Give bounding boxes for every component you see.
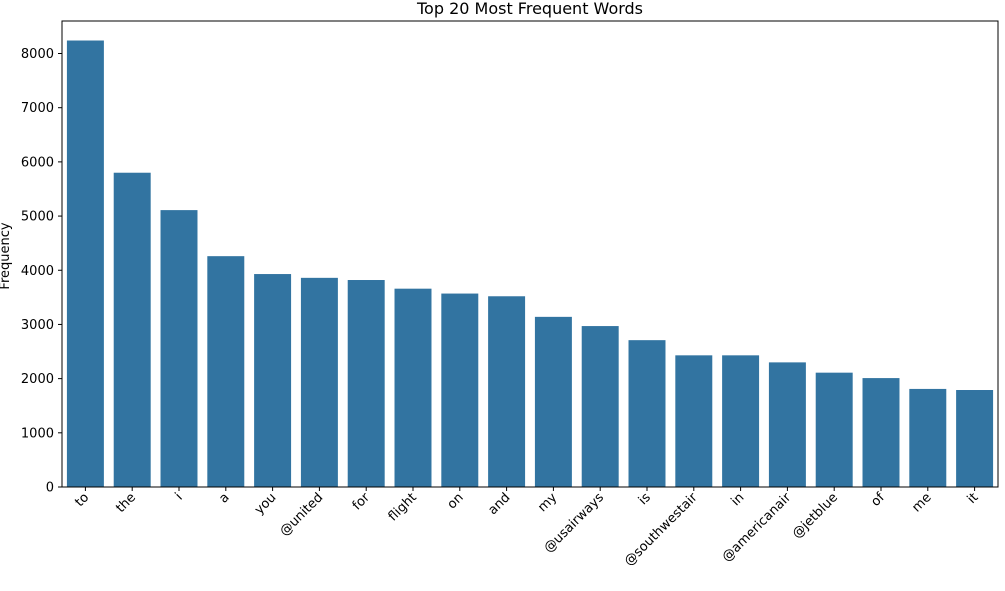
x-tick-label: it — [965, 490, 982, 507]
bar-i — [160, 210, 198, 487]
x-tick-label: to — [72, 490, 92, 510]
bars-group — [66, 40, 994, 487]
x-tick-label: a — [216, 490, 232, 506]
y-tick-label: 3000 — [21, 318, 54, 333]
x-tick-label: is — [636, 490, 654, 508]
x-axis: to the i a you@united for flight on and my@usairw… — [72, 487, 981, 569]
y-axis: 0 1000 2000 3000 4000 5000 6000 7000 8000 — [21, 47, 62, 496]
bar-at-southwestair — [675, 355, 713, 487]
x-tick-label: me — [909, 490, 934, 515]
x-tick-label: you — [252, 490, 279, 517]
x-tick-label: for — [350, 490, 374, 514]
x-tick-label: and — [486, 490, 514, 518]
x-tick-label: @southwestair — [622, 490, 701, 569]
y-tick-label: 2000 — [21, 372, 54, 387]
y-tick-label: 4000 — [21, 264, 54, 279]
bar-to — [66, 40, 104, 487]
y-tick-label: 8000 — [21, 47, 54, 62]
bar-my — [534, 316, 572, 487]
bar-at-jetblue — [815, 372, 853, 487]
bar-flight — [394, 288, 432, 487]
y-axis-label: Frequency — [0, 222, 13, 289]
y-tick-label: 0 — [46, 481, 54, 496]
bar-the — [113, 172, 151, 487]
bar-it — [956, 390, 994, 487]
chart-title: Top 20 Most Frequent Words — [416, 0, 643, 18]
x-tick-label: @united — [277, 490, 326, 539]
bar-at-united — [300, 277, 338, 487]
bar-at-usairways — [581, 326, 619, 487]
bar-and — [488, 296, 526, 487]
y-tick-label: 5000 — [21, 210, 54, 225]
x-tick-label: my — [535, 490, 560, 515]
x-tick-label: flight — [386, 490, 420, 524]
x-tick-label: @jetblue — [790, 490, 841, 541]
bar-me — [909, 388, 947, 487]
y-tick-label: 7000 — [21, 101, 54, 116]
bar-a — [207, 256, 245, 487]
bar-you — [254, 274, 292, 487]
x-tick-label: of — [868, 490, 888, 510]
bar-of — [862, 378, 900, 487]
bar-for — [347, 280, 385, 487]
bar-at-americanair — [768, 362, 806, 487]
x-tick-label: i — [173, 490, 186, 503]
x-tick-label: in — [728, 490, 747, 509]
y-tick-label: 6000 — [21, 155, 54, 170]
x-tick-label: on — [445, 490, 467, 512]
bar-on — [441, 293, 479, 487]
x-tick-label: the — [113, 490, 139, 516]
bar-is — [628, 340, 666, 487]
bar-in — [722, 355, 760, 487]
plot-frame — [61, 20, 999, 488]
y-tick-label: 1000 — [21, 426, 54, 441]
